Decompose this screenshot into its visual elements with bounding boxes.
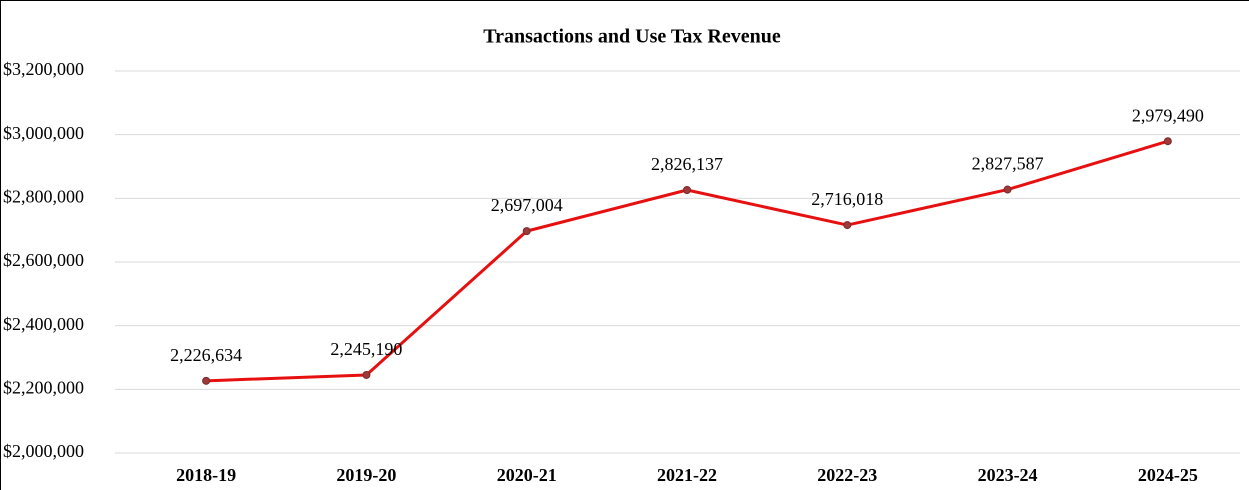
y-tick-label: $2,600,000 (3, 250, 84, 270)
data-label: 2,226,634 (170, 345, 242, 365)
x-tick-label: 2024-25 (1138, 465, 1198, 485)
y-tick-label: $2,800,000 (3, 186, 84, 206)
data-label: 2,716,018 (811, 189, 883, 209)
data-label: 2,245,190 (330, 339, 402, 359)
x-tick-label: 2019-20 (336, 465, 396, 485)
marker (843, 221, 852, 230)
x-tick-label: 2023-24 (978, 465, 1038, 485)
data-label: 2,826,137 (651, 154, 723, 174)
marker (1003, 185, 1012, 194)
marker (362, 370, 371, 379)
marker (522, 227, 531, 236)
chart-title: Transactions and Use Tax Revenue (483, 26, 781, 48)
x-tick-label: 2021-22 (657, 465, 717, 485)
marker (1163, 137, 1172, 146)
data-label: 2,697,004 (491, 195, 563, 215)
data-label: 2,979,490 (1132, 105, 1204, 125)
marker (683, 186, 691, 195)
y-tick-label: $2,000,000 (3, 441, 84, 461)
y-tick-label: $3,200,000 (3, 59, 84, 79)
y-tick-label: $3,000,000 (3, 123, 84, 143)
data-label: 2,827,587 (972, 154, 1044, 174)
x-tick-label: 2022-23 (817, 465, 877, 485)
x-tick-label: 2018-19 (176, 465, 236, 485)
x-tick-label: 2020-21 (497, 465, 557, 485)
marker (202, 376, 211, 385)
y-tick-label: $2,200,000 (3, 377, 84, 397)
y-tick-label: $2,400,000 (3, 314, 84, 334)
